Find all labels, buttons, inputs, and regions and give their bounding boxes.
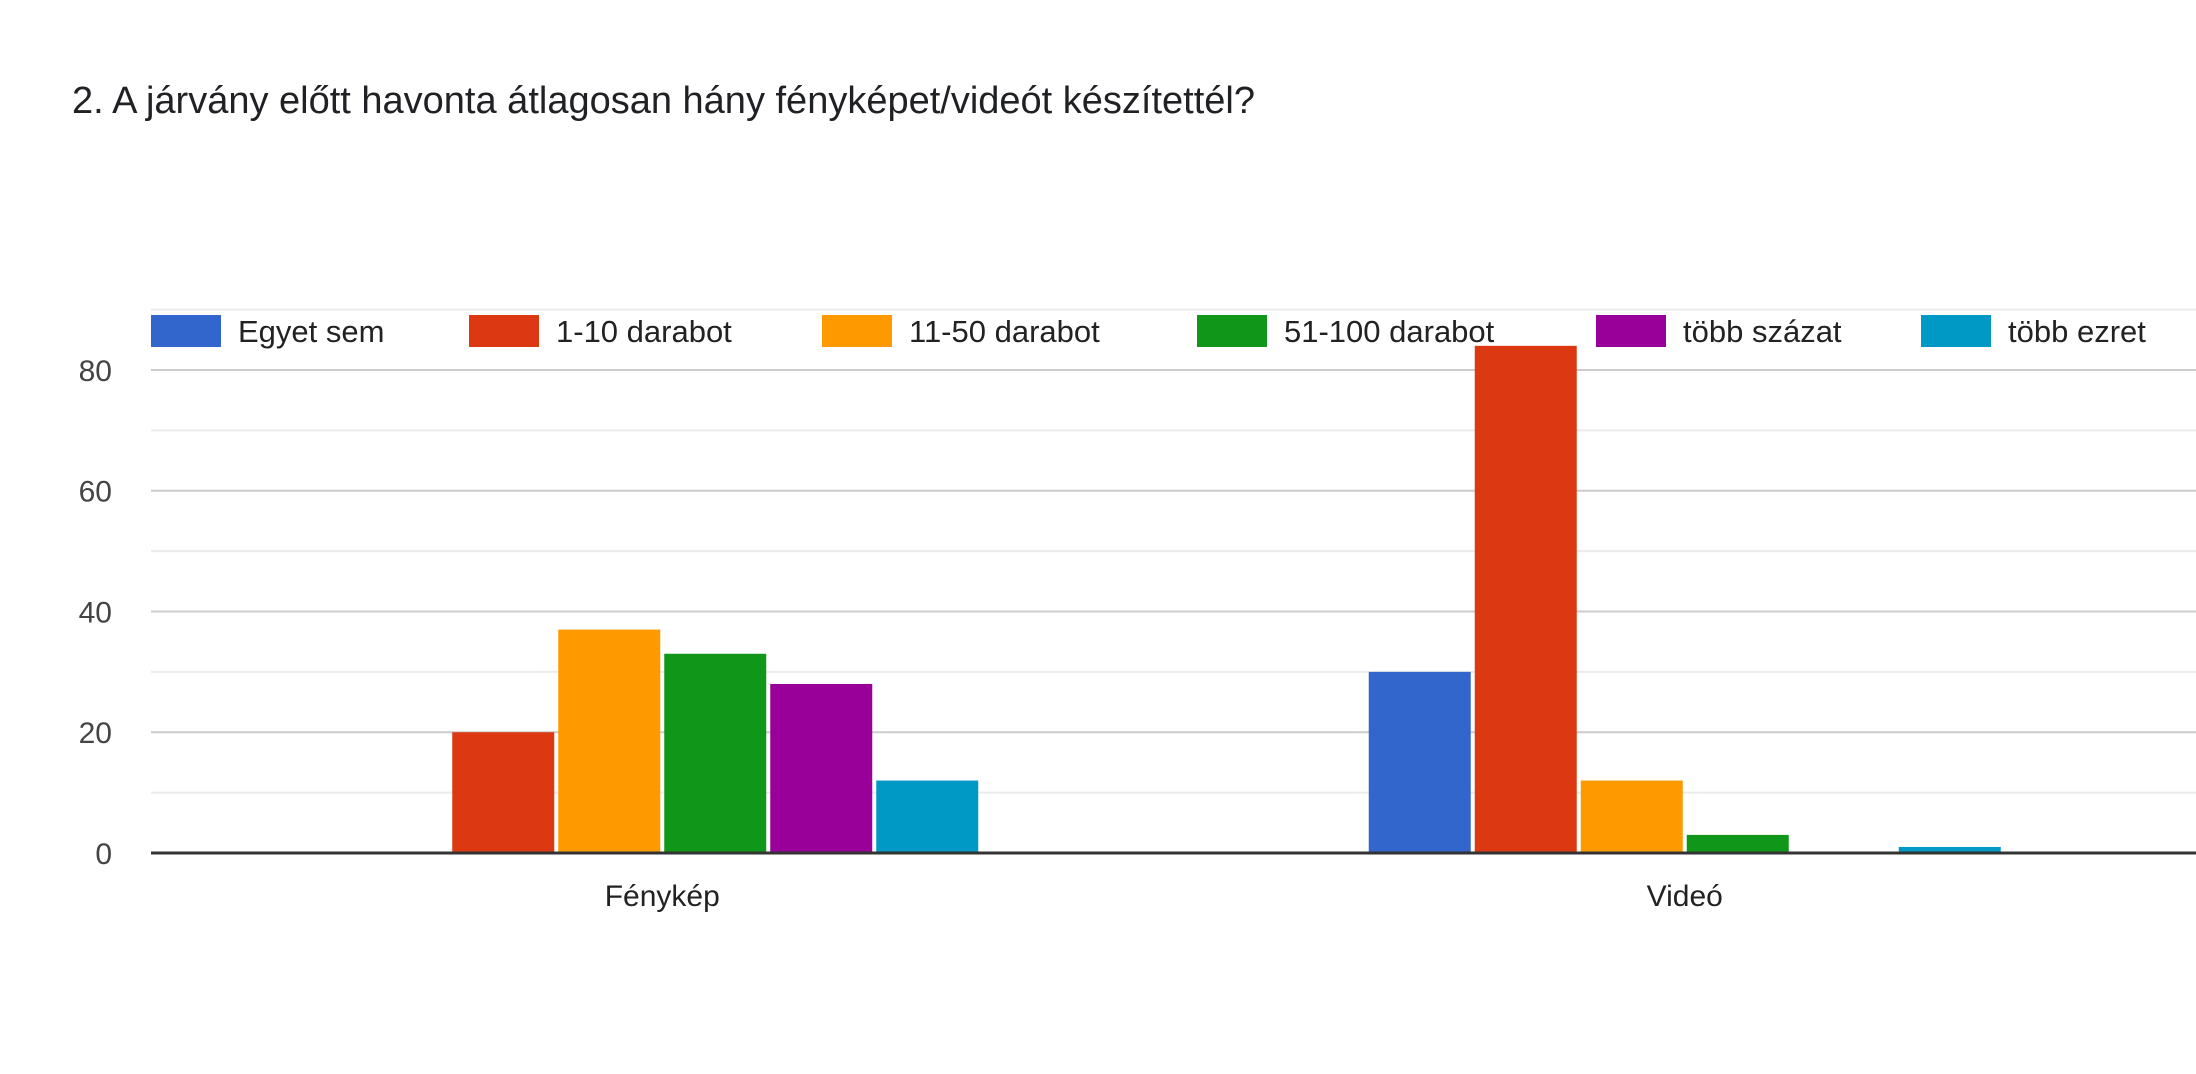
legend-swatch-3 — [822, 315, 892, 347]
x-category-label: Videó — [1647, 880, 1723, 913]
y-tick-label: 40 — [79, 596, 112, 629]
bar-2-6 — [1898, 846, 2001, 853]
legend-swatch-1 — [151, 315, 221, 347]
chart-title: 2. A járvány előtt havonta átlagosan hán… — [72, 80, 1256, 122]
bar-2-3 — [1580, 780, 1683, 853]
bar-2-2 — [1474, 345, 1577, 853]
legend-label-2: 1-10 darabot — [556, 314, 732, 349]
bar-2-4 — [1686, 834, 1789, 853]
legend-swatch-4 — [1197, 315, 1267, 347]
legend-swatch-2 — [469, 315, 539, 347]
bar-1-5 — [770, 683, 873, 853]
bar-1-4 — [664, 653, 767, 853]
legend-label-5: több százat — [1683, 314, 1842, 349]
y-tick-label: 20 — [79, 717, 112, 750]
legend-label-3: 11-50 darabot — [909, 314, 1100, 349]
legend-label-1: Egyet sem — [238, 314, 384, 349]
legend-label-6: több ezret — [2008, 314, 2146, 349]
y-tick-label: 80 — [79, 355, 112, 388]
bar-1-2 — [452, 732, 555, 853]
y-tick-label: 0 — [95, 838, 112, 871]
legend-swatch-5 — [1596, 315, 1666, 347]
y-tick-label: 60 — [79, 476, 112, 509]
bar-1-6 — [876, 780, 979, 853]
legend-swatch-6 — [1921, 315, 1991, 347]
bar-1-3 — [558, 629, 661, 853]
x-category-label: Fénykép — [605, 880, 720, 913]
legend-label-4: 51-100 darabot — [1284, 314, 1495, 349]
bar-2-1 — [1368, 671, 1471, 853]
